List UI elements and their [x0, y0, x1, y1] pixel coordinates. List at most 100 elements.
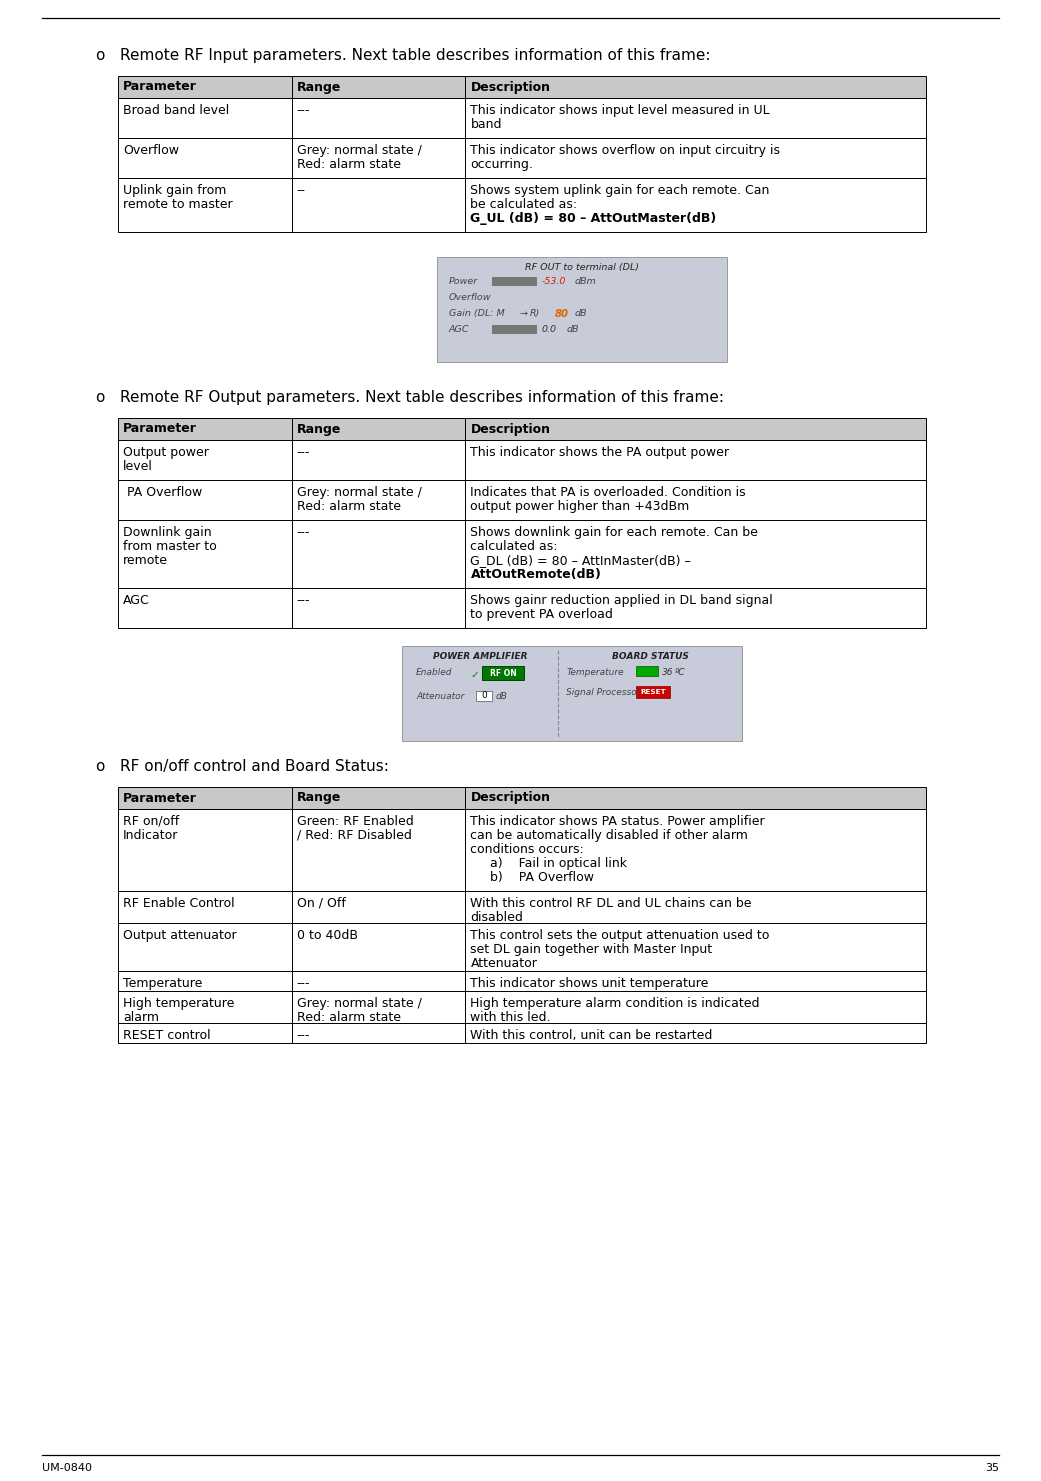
- Text: Remote RF Input parameters. Next table describes information of this frame:: Remote RF Input parameters. Next table d…: [120, 47, 711, 64]
- Text: with this led.: with this led.: [471, 1012, 551, 1023]
- Text: ---: ---: [297, 446, 310, 459]
- Text: 0: 0: [481, 690, 487, 699]
- Text: Red: alarm state: Red: alarm state: [297, 501, 401, 512]
- Text: level: level: [123, 461, 153, 472]
- Bar: [465, 991, 926, 1023]
- Bar: [465, 178, 926, 233]
- Text: ---: ---: [297, 104, 310, 117]
- Bar: [118, 138, 291, 178]
- Text: -53.0: -53.0: [542, 277, 566, 286]
- Text: 0.0: 0.0: [542, 324, 557, 335]
- Text: G_UL (dB) = 80 – AttOutMaster(dB): G_UL (dB) = 80 – AttOutMaster(dB): [471, 212, 716, 225]
- Text: occurring.: occurring.: [471, 158, 533, 170]
- Text: PA Overflow: PA Overflow: [123, 486, 202, 499]
- Bar: [636, 666, 658, 675]
- Text: This indicator shows overflow on input circuitry is: This indicator shows overflow on input c…: [471, 144, 781, 157]
- Bar: [118, 480, 291, 520]
- Text: Power: Power: [449, 277, 478, 286]
- Text: disabled: disabled: [471, 911, 524, 924]
- Text: be calculated as:: be calculated as:: [471, 198, 578, 210]
- Text: from master to: from master to: [123, 541, 217, 552]
- Bar: [118, 440, 291, 480]
- Bar: [465, 588, 926, 628]
- Text: Output power: Output power: [123, 446, 209, 459]
- Bar: [465, 923, 926, 972]
- Text: 0 to 40dB: 0 to 40dB: [297, 929, 358, 942]
- Text: Shows gainr reduction applied in DL band signal: Shows gainr reduction applied in DL band…: [471, 594, 773, 607]
- Text: a)    Fail in optical link: a) Fail in optical link: [471, 857, 628, 869]
- Bar: [492, 324, 537, 335]
- Text: dB: dB: [496, 692, 508, 701]
- Text: RF on/off: RF on/off: [123, 815, 179, 828]
- Text: Description: Description: [471, 791, 551, 804]
- Bar: [465, 520, 926, 588]
- Bar: [118, 923, 291, 972]
- Bar: [118, 76, 291, 98]
- Bar: [118, 809, 291, 892]
- Text: RF OUT to terminal (DL): RF OUT to terminal (DL): [525, 264, 639, 273]
- Text: High temperature: High temperature: [123, 997, 234, 1010]
- Text: Shows downlink gain for each remote. Can be: Shows downlink gain for each remote. Can…: [471, 526, 758, 539]
- Text: Broad band level: Broad band level: [123, 104, 229, 117]
- Bar: [291, 76, 465, 98]
- Text: 80: 80: [555, 310, 569, 318]
- Text: ---: ---: [297, 526, 310, 539]
- Bar: [476, 692, 492, 701]
- Bar: [465, 892, 926, 923]
- Bar: [291, 138, 465, 178]
- Text: o: o: [95, 758, 104, 775]
- Text: Green: RF Enabled: Green: RF Enabled: [297, 815, 413, 828]
- Text: This indicator shows unit temperature: This indicator shows unit temperature: [471, 977, 709, 989]
- Text: UM-0840: UM-0840: [42, 1463, 92, 1474]
- Text: ---: ---: [297, 1029, 310, 1043]
- Bar: [465, 76, 926, 98]
- Bar: [118, 588, 291, 628]
- Text: AttOutRemote(dB): AttOutRemote(dB): [471, 569, 602, 581]
- Text: can be automatically disabled if other alarm: can be automatically disabled if other a…: [471, 829, 748, 843]
- Text: Parameter: Parameter: [123, 791, 197, 804]
- Text: o: o: [95, 47, 104, 64]
- Text: Range: Range: [297, 422, 341, 435]
- Bar: [465, 809, 926, 892]
- Text: Description: Description: [471, 80, 551, 93]
- Text: This control sets the output attenuation used to: This control sets the output attenuation…: [471, 929, 769, 942]
- Bar: [291, 440, 465, 480]
- Text: Overflow: Overflow: [123, 144, 179, 157]
- Bar: [291, 1023, 465, 1043]
- Bar: [291, 786, 465, 809]
- Bar: [465, 418, 926, 440]
- Text: conditions occurs:: conditions occurs:: [471, 843, 584, 856]
- Text: With this control, unit can be restarted: With this control, unit can be restarted: [471, 1029, 713, 1043]
- Text: On / Off: On / Off: [297, 897, 346, 909]
- Text: ✓: ✓: [469, 669, 479, 680]
- Text: Gain (DL: M: Gain (DL: M: [449, 310, 505, 318]
- Text: This indicator shows the PA output power: This indicator shows the PA output power: [471, 446, 730, 459]
- Text: to prevent PA overload: to prevent PA overload: [471, 609, 613, 621]
- Text: Attenuator: Attenuator: [416, 692, 464, 701]
- Text: ---: ---: [297, 594, 310, 607]
- Text: This indicator shows input level measured in UL: This indicator shows input level measure…: [471, 104, 770, 117]
- Text: Output attenuator: Output attenuator: [123, 929, 236, 942]
- Text: Indicates that PA is overloaded. Condition is: Indicates that PA is overloaded. Conditi…: [471, 486, 746, 499]
- Text: →: →: [519, 310, 527, 318]
- Text: set DL gain together with Master Input: set DL gain together with Master Input: [471, 943, 713, 957]
- Text: Red: alarm state: Red: alarm state: [297, 1012, 401, 1023]
- Text: dB: dB: [575, 310, 587, 318]
- Bar: [291, 588, 465, 628]
- Text: R): R): [530, 310, 540, 318]
- Text: remote: remote: [123, 554, 168, 567]
- Text: Temperature: Temperature: [566, 668, 624, 677]
- Text: Red: alarm state: Red: alarm state: [297, 158, 401, 170]
- Text: ---: ---: [297, 977, 310, 989]
- Text: Temperature: Temperature: [123, 977, 202, 989]
- Text: High temperature alarm condition is indicated: High temperature alarm condition is indi…: [471, 997, 760, 1010]
- Text: Grey: normal state /: Grey: normal state /: [297, 144, 422, 157]
- Bar: [291, 520, 465, 588]
- Bar: [465, 98, 926, 138]
- Text: b)    PA Overflow: b) PA Overflow: [471, 871, 594, 884]
- Text: remote to master: remote to master: [123, 198, 232, 210]
- Text: Uplink gain from: Uplink gain from: [123, 184, 226, 197]
- Bar: [291, 923, 465, 972]
- Text: AGC: AGC: [123, 594, 150, 607]
- Bar: [482, 666, 524, 680]
